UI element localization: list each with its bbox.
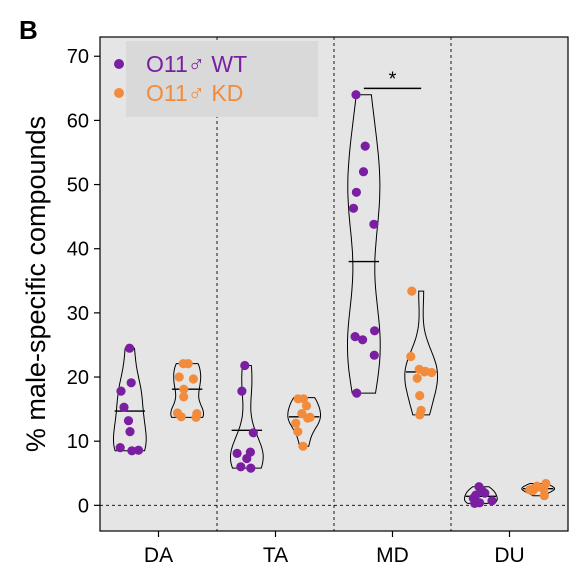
data-point xyxy=(246,463,256,473)
x-tick-label: DU xyxy=(494,544,524,567)
panel-label: B xyxy=(19,15,38,45)
data-point xyxy=(303,413,313,423)
y-axis: 0 10 20 30 40 50 60 70 xyxy=(67,46,100,517)
violin-outline xyxy=(464,486,498,504)
data-point xyxy=(539,491,549,501)
x-axis: DA TA MD DU xyxy=(144,531,525,567)
x-tick-label: MD xyxy=(376,544,409,567)
y-tick-label: 70 xyxy=(67,46,89,68)
data-point xyxy=(352,388,362,398)
y-tick-label: 40 xyxy=(67,239,89,261)
data-point xyxy=(179,392,189,402)
data-point xyxy=(360,141,370,151)
data-point xyxy=(116,386,126,396)
data-point xyxy=(470,498,480,508)
legend-box xyxy=(126,41,318,117)
data-point xyxy=(480,488,490,498)
data-point xyxy=(174,372,184,382)
data-point xyxy=(133,445,144,455)
violin-outline xyxy=(170,363,204,418)
category-separators xyxy=(216,37,452,531)
violins xyxy=(113,90,555,508)
data-point xyxy=(115,443,125,453)
data-point xyxy=(291,418,301,428)
data-point xyxy=(242,453,252,464)
data-point xyxy=(188,374,198,384)
data-point xyxy=(528,486,538,496)
data-point xyxy=(419,367,430,377)
significance-mark: * xyxy=(389,68,397,90)
plot-frame xyxy=(99,36,569,532)
y-tick-label: 10 xyxy=(67,431,89,453)
data-point xyxy=(358,167,369,177)
y-tick-label: 50 xyxy=(67,175,89,197)
legend: O11♂ WT O11♂ KD xyxy=(114,41,318,117)
y-tick-label: 20 xyxy=(67,367,89,389)
legend-marker xyxy=(114,59,124,69)
data-point xyxy=(293,427,303,437)
data-point xyxy=(427,367,437,378)
data-point xyxy=(415,391,425,401)
data-point xyxy=(178,359,188,369)
data-point xyxy=(369,350,379,360)
significance-annotations: * xyxy=(363,68,422,90)
y-tick-label: 30 xyxy=(67,303,89,325)
data-point xyxy=(125,343,135,353)
data-point xyxy=(176,412,186,422)
data-point xyxy=(125,427,135,437)
data-point xyxy=(370,326,380,336)
y-tick-label: 0 xyxy=(78,495,89,517)
legend-marker xyxy=(114,88,124,98)
data-point xyxy=(191,412,201,422)
data-point xyxy=(406,351,416,362)
y-tick-label: 60 xyxy=(67,110,89,132)
data-point xyxy=(415,410,425,420)
data-point xyxy=(351,90,361,100)
data-point xyxy=(248,428,258,438)
violin-outline xyxy=(404,290,438,416)
data-point xyxy=(351,187,361,197)
x-tick-label: DA xyxy=(144,544,173,567)
x-tick-label: TA xyxy=(263,544,288,567)
data-point xyxy=(179,384,189,394)
data-point xyxy=(298,441,308,451)
legend-label: O11♂ WT xyxy=(146,51,247,77)
data-point xyxy=(127,446,137,456)
data-point xyxy=(358,335,368,345)
data-point xyxy=(407,286,417,296)
data-point xyxy=(487,496,497,506)
y-axis-label: % male-specific compounds xyxy=(21,116,51,452)
legend-label: O11♂ KD xyxy=(146,80,243,106)
data-point xyxy=(126,378,136,388)
data-point xyxy=(301,401,312,411)
data-point xyxy=(293,394,303,404)
data-point xyxy=(369,219,379,229)
data-point xyxy=(348,203,359,213)
data-point xyxy=(350,332,360,342)
data-point xyxy=(232,448,242,458)
data-point xyxy=(240,360,250,371)
data-point xyxy=(123,416,134,426)
data-point xyxy=(237,386,247,396)
data-point xyxy=(119,402,129,412)
data-point xyxy=(236,462,246,472)
data-point xyxy=(412,373,422,383)
